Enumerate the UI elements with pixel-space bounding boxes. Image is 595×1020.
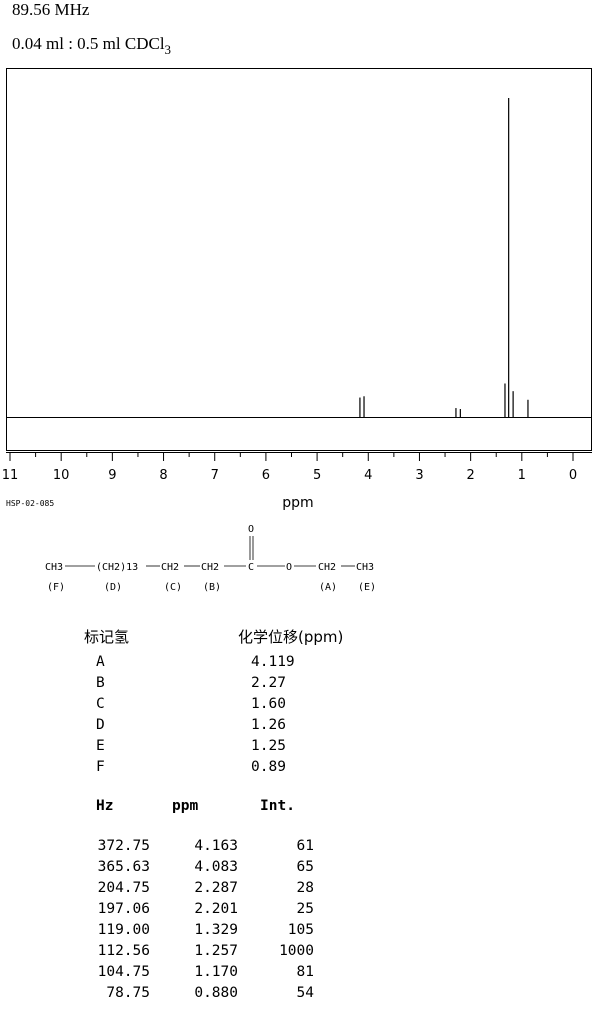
label-b: (B)	[203, 582, 221, 593]
peak-int: 1000	[279, 943, 314, 959]
peak-hz: 372.75	[97, 838, 150, 854]
assignment-header-label: 标记氢	[84, 628, 130, 646]
carbonyl-oxygen: O	[248, 524, 254, 535]
assignment-label: A	[96, 654, 105, 670]
peak-table-row: 112.56 1.257 1000	[0, 943, 340, 964]
nmr-spectrum-chart: 11 10 9 8 7 6 5 4 3 2 1 0 ppm	[2, 68, 592, 511]
group-ch2-c: CH2	[161, 562, 179, 573]
x-tick-label: 5	[313, 468, 321, 483]
peak-int: 81	[296, 964, 314, 980]
assignment-label: C	[96, 696, 105, 712]
peak-table-row: 197.06 2.201 25	[0, 901, 340, 922]
peak-table-row: 372.75 4.163 61	[0, 838, 340, 859]
spectrum-code: HSP-02-085	[6, 499, 55, 508]
sample-description: 0.04 ml : 0.5 ml CDCl3	[12, 34, 171, 58]
peak-ppm: 0.880	[194, 985, 238, 1001]
x-tick-label: 6	[262, 468, 270, 483]
x-tick-label: 4	[364, 468, 372, 483]
peak-hz: 119.00	[97, 922, 150, 938]
peak-hz: 104.75	[97, 964, 150, 980]
peak-table-header-int: Int.	[260, 798, 295, 814]
assignment-shift: 1.25	[251, 738, 286, 754]
sample-text: 0.04 ml : 0.5 ml CDCl	[12, 34, 165, 53]
group-ch3-e: CH3	[356, 562, 374, 573]
peak-hz: 112.56	[97, 943, 150, 959]
assignment-label: B	[96, 675, 105, 691]
peak-ppm: 1.329	[194, 922, 238, 938]
ester-oxygen: O	[286, 562, 292, 573]
label-f: (F)	[47, 582, 65, 593]
x-tick-label: 7	[211, 468, 219, 483]
peak-int: 54	[296, 985, 314, 1001]
peak-hz: 204.75	[97, 880, 150, 896]
peak-ppm: 4.163	[194, 838, 238, 854]
group-ch3-f: CH3	[45, 562, 63, 573]
x-tick-label: 11	[2, 468, 19, 483]
peak-ppm: 1.170	[194, 964, 238, 980]
x-tick-label: 8	[159, 468, 167, 483]
peak-hz: 365.63	[97, 859, 150, 875]
assignment-label: E	[96, 738, 105, 754]
label-e: (E)	[358, 582, 376, 593]
x-axis-ticks: 11 10 9 8 7 6 5 4 3 2 1 0	[2, 452, 577, 483]
x-tick-label: 10	[53, 468, 70, 483]
peak-table-row: 204.75 2.287 28	[0, 880, 340, 901]
x-tick-label: 2	[466, 468, 474, 483]
group-ch2-a: CH2	[318, 562, 336, 573]
group-ch2-13-d: (CH2)13	[96, 562, 138, 573]
peak-table-row: 365.63 4.083 65	[0, 859, 340, 880]
carbonyl-carbon: C	[248, 562, 254, 573]
peak-int: 61	[296, 838, 314, 854]
spectrum-marks	[359, 98, 529, 417]
peak-ppm: 2.201	[194, 901, 238, 917]
peak-int: 25	[296, 901, 314, 917]
peak-int: 65	[296, 859, 314, 875]
assignment-shift: 1.26	[251, 717, 286, 733]
assignment-label: D	[96, 717, 105, 733]
x-tick-label: 0	[569, 468, 577, 483]
peak-ppm: 1.257	[194, 943, 238, 959]
sample-subscript: 3	[164, 42, 172, 57]
assignment-shift: 1.60	[251, 696, 286, 712]
peak-table-row: 104.75 1.170 81	[0, 964, 340, 985]
x-tick-label: 9	[108, 468, 116, 483]
assignment-shift: 4.119	[251, 654, 295, 670]
peak-table-header-ppm: ppm	[172, 798, 199, 814]
peak-table-row: 119.00 1.329 105	[0, 922, 340, 943]
peak-int: 28	[296, 880, 314, 896]
peak-ppm: 4.083	[194, 859, 238, 875]
assignment-shift: 0.89	[251, 759, 286, 775]
x-tick-label: 3	[415, 468, 423, 483]
peak-ppm: 2.287	[194, 880, 238, 896]
peak-hz: 197.06	[97, 901, 150, 917]
structure-formula: CH3 (CH2)13 CH2 CH2 O C O CH2 CH3 (F) (D…	[45, 524, 376, 593]
peak-table-header-hz: Hz	[96, 798, 114, 814]
assignment-label: F	[96, 759, 105, 775]
label-c: (C)	[164, 582, 182, 593]
spectrometer-frequency: 89.56 MHz	[12, 0, 90, 19]
x-axis-label: ppm	[282, 495, 313, 511]
peak-hz: 78.75	[106, 985, 150, 1001]
peak-table-row: 78.75 0.880 54	[0, 985, 340, 1006]
label-a: (A)	[319, 582, 337, 593]
x-tick-label: 1	[518, 468, 526, 483]
group-ch2-b: CH2	[201, 562, 219, 573]
assignment-header-shift: 化学位移(ppm)	[238, 628, 344, 646]
assignment-shift: 2.27	[251, 675, 286, 691]
label-d: (D)	[104, 582, 122, 593]
plot-frame	[6, 68, 592, 451]
peak-int: 105	[287, 922, 314, 938]
